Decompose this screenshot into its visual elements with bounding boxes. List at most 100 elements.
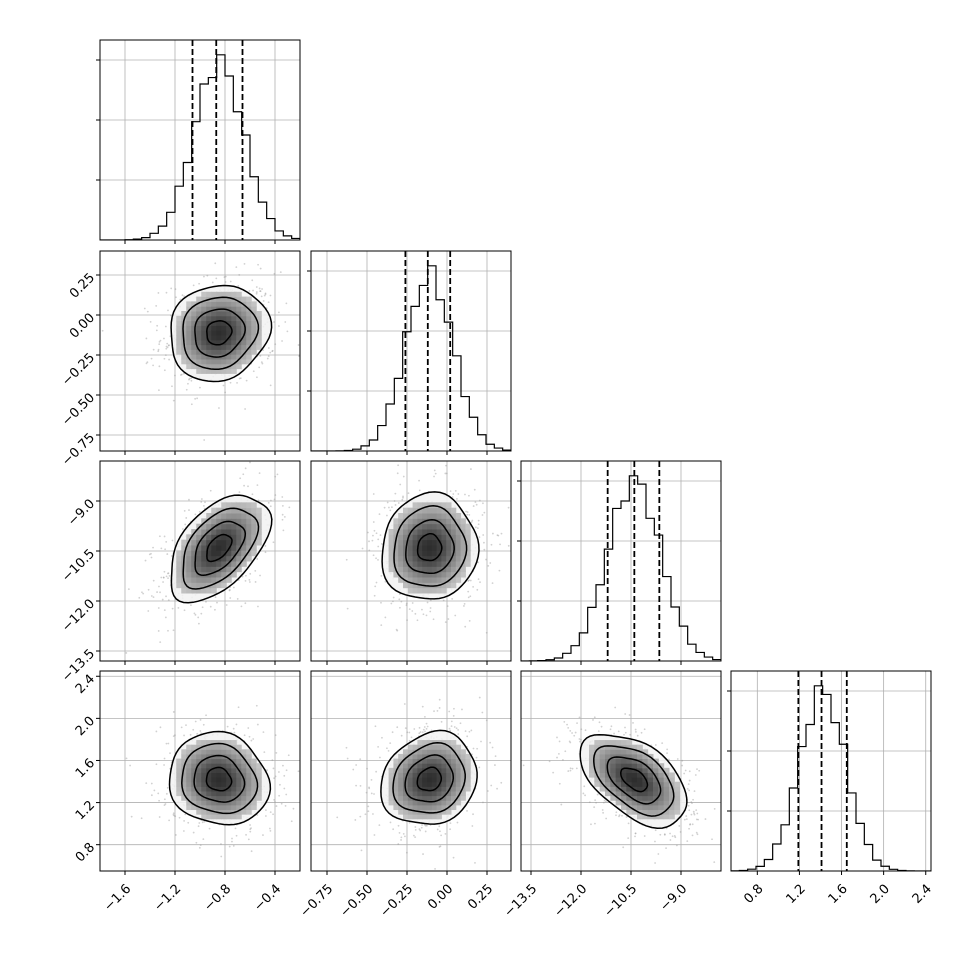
scatter-point-1-0-23 xyxy=(164,325,167,328)
density-cell-3-0-0-0 xyxy=(216,777,222,783)
density-cell-3-1--8--1 xyxy=(388,781,394,787)
scatter-point-2-0-120 xyxy=(188,509,190,511)
scatter-point-2-1-9 xyxy=(405,604,408,607)
scatter-point-1-0-580 xyxy=(223,276,226,278)
contour-2-1-2 xyxy=(393,505,468,587)
scatter-point-3-1-9 xyxy=(400,836,403,839)
density-cell-2-0-8-6 xyxy=(256,513,262,519)
scatter-point-2-1-2 xyxy=(406,619,408,622)
scatter-point-3-2-212 xyxy=(578,716,581,719)
density-cell-2-1-3--8 xyxy=(441,587,447,594)
density-cell-2-0-4-6 xyxy=(236,513,242,519)
density-cell-2-1-1--1 xyxy=(431,550,438,557)
density-cell-3-0-4-5 xyxy=(236,753,242,760)
scatter-point-3-2-247 xyxy=(567,770,570,772)
density-cell-1-0-6--2 xyxy=(246,339,252,346)
density-cell-1-0-2--8 xyxy=(226,368,232,374)
density-cell-2-0--2-2 xyxy=(206,534,212,541)
density-cell-2-0--3-3 xyxy=(201,529,207,535)
scatter-point-3-2-140 xyxy=(684,769,687,772)
scatter-point-2-1-125 xyxy=(449,490,452,493)
scatter-point-3-1-272 xyxy=(422,853,424,855)
scatter-point-3-1-230 xyxy=(486,790,489,792)
density-cell-3-1-7--4 xyxy=(460,795,466,801)
scatter-point-3-1-538 xyxy=(359,785,362,787)
density-cell-1-0--6--4 xyxy=(186,349,192,355)
scatter-point-2-0-601 xyxy=(158,535,161,538)
density-cell-3-0--5-5 xyxy=(191,753,197,760)
scatter-point-1-0-589 xyxy=(262,349,265,352)
density-cell-3-0-7-3 xyxy=(251,763,257,769)
density-cell-2-0-3-2 xyxy=(231,534,237,541)
density-cell-2-0--1--4 xyxy=(211,566,217,573)
scatter-point-3-1-398 xyxy=(372,813,374,815)
scatter-point-3-0-512 xyxy=(129,764,131,767)
density-cell-2-1--2--3 xyxy=(417,561,423,567)
density-cell-3-0-0-2 xyxy=(216,767,222,773)
scatter-point-1-0-615 xyxy=(259,355,262,357)
scatter-point-3-2-250 xyxy=(576,722,578,724)
scatter-point-2-0-323 xyxy=(142,592,145,595)
scatter-point-2-1-600 xyxy=(375,581,378,584)
density-cell-1-0--1-4 xyxy=(211,311,217,317)
scatter-point-2-1-71 xyxy=(457,493,460,495)
density-cell-3-1--3--3 xyxy=(412,791,418,797)
scatter-point-3-1-340 xyxy=(464,730,467,733)
density-cell-1-0-7--4 xyxy=(251,349,257,355)
scatter-point-2-1-352 xyxy=(402,475,405,478)
density-cell-2-1--2-1 xyxy=(417,539,423,546)
density-cell-2-0--4--8 xyxy=(196,587,202,594)
density-cell-1-0--2-2 xyxy=(206,320,212,326)
density-cell-3-0--2-3 xyxy=(206,763,212,769)
density-cell-2-0-4-8 xyxy=(236,502,242,509)
density-cell-3-0-0-1 xyxy=(216,772,222,778)
density-cell-2-1-2--1 xyxy=(436,550,442,557)
density-cell-3-0--6-3 xyxy=(186,763,192,769)
scatter-point-3-1-321 xyxy=(345,746,348,749)
scatter-point-3-2-12 xyxy=(704,818,707,820)
density-cell-3-1-1-6 xyxy=(431,749,438,755)
scatter-point-3-1-497 xyxy=(421,824,424,826)
density-cell-2-0--8--5 xyxy=(176,571,182,578)
scatter-point-1-0-426 xyxy=(152,348,155,351)
density-cell-1-0-2--2 xyxy=(226,339,232,346)
density-cell-3-1--5--5 xyxy=(403,800,409,806)
scatter-point-3-1-96 xyxy=(496,787,498,790)
panel-frame-2-0 xyxy=(99,460,301,662)
density-cell-3-1-4--5 xyxy=(446,800,452,806)
scatter-point-2-1-619 xyxy=(500,532,503,535)
density-cell-3-1-2--5 xyxy=(436,800,442,806)
density-cell-2-0-7-8 xyxy=(251,502,257,509)
scatter-point-1-0-180 xyxy=(258,366,261,369)
density-cell-2-1--2--5 xyxy=(417,571,423,578)
density-cell-3-1-7-0 xyxy=(460,777,466,783)
density-cell-1-0-1-1 xyxy=(221,325,227,331)
density-cell-3-1--1-8 xyxy=(422,740,428,746)
density-cell-2-0--3--3 xyxy=(201,561,207,567)
density-cell-3-1-2-6 xyxy=(436,749,442,755)
scatter-point-3-0-289 xyxy=(292,807,295,810)
scatter-point-3-1-480 xyxy=(359,758,362,761)
density-cell-1-0--3--4 xyxy=(201,349,207,355)
scatter-point-2-1-629 xyxy=(478,499,481,502)
scatter-point-2-0-244 xyxy=(147,610,150,612)
density-cell-1-0-4--5 xyxy=(236,354,242,360)
density-cell-3-0-2--3 xyxy=(226,791,232,797)
panel-frame-2-2 xyxy=(520,460,722,662)
density-cell-1-0-1--1 xyxy=(221,335,227,341)
density-cell-3-0--4-1 xyxy=(196,772,202,778)
density-cell-2-0-4-1 xyxy=(236,539,242,546)
scatter-point-2-1-459 xyxy=(402,495,404,498)
density-cell-1-0--1--3 xyxy=(211,344,217,350)
panel-1-1 xyxy=(307,250,512,455)
density-cell-2-0-4-0 xyxy=(236,545,242,551)
density-cell-1-0-0--7 xyxy=(216,363,222,370)
density-cell-2-0--8--7 xyxy=(176,582,182,589)
scatter-point-2-1-103 xyxy=(416,619,419,622)
density-cell-2-1-1-0 xyxy=(431,545,438,551)
scatter-point-1-0-347 xyxy=(273,272,276,275)
scatter-point-3-1-602 xyxy=(377,745,380,748)
density-cell-2-1--4--2 xyxy=(407,555,414,562)
density-cell-3-0-0-4 xyxy=(216,758,222,764)
scatter-point-3-1-420 xyxy=(440,720,443,723)
